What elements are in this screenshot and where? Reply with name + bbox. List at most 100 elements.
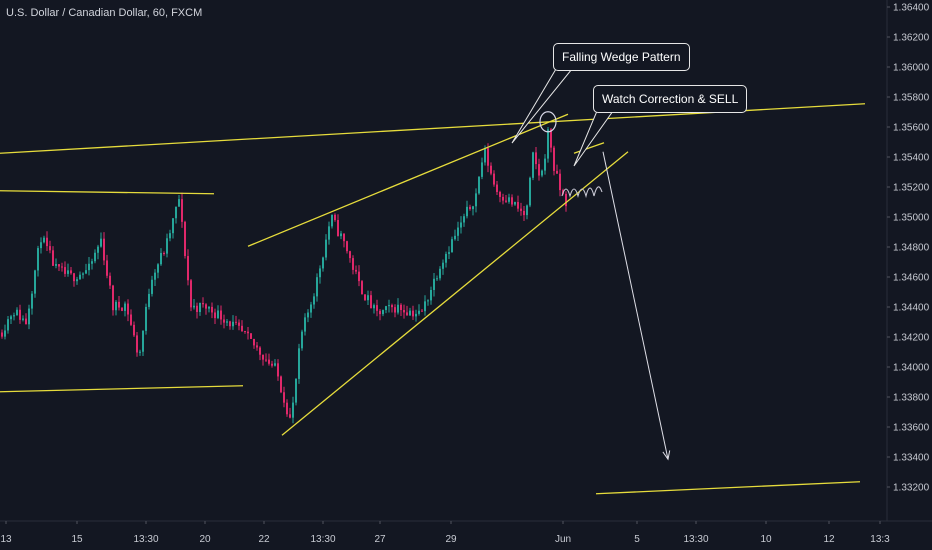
candle-body: [520, 208, 522, 211]
price-tick-label: 1.36200: [893, 33, 930, 44]
candle-body: [301, 331, 303, 349]
candle-body: [415, 313, 417, 317]
candle-body: [355, 269, 357, 272]
candle-body: [523, 210, 525, 216]
watch-correction-sell-callout[interactable]: Watch Correction & SELL: [593, 85, 748, 113]
price-tick-label: 1.36000: [893, 63, 930, 74]
candle-body: [250, 333, 252, 339]
time-tick-label: 20: [199, 534, 211, 545]
candle-body: [424, 301, 426, 312]
candle-body: [472, 206, 474, 210]
candle-body: [319, 268, 321, 278]
candle-body: [22, 318, 24, 320]
candle-body: [277, 363, 279, 377]
time-tick-label: 15: [71, 534, 83, 545]
price-tick-label: 1.33400: [893, 453, 930, 464]
candle-body: [271, 363, 273, 366]
candle-body: [34, 270, 36, 294]
candle-body: [211, 306, 213, 313]
candle-body: [295, 378, 297, 403]
candle-body: [43, 237, 45, 243]
candle-body: [160, 252, 162, 265]
candle-body: [166, 238, 168, 254]
candle-body: [157, 264, 159, 273]
candle-body: [406, 312, 408, 316]
price-tick-label: 1.34800: [893, 243, 930, 254]
candle-body: [214, 312, 216, 319]
candle-body: [436, 278, 438, 280]
candle-body: [304, 317, 306, 332]
price-tick-label: 1.34400: [893, 303, 930, 314]
price-tick-label: 1.35800: [893, 93, 930, 104]
candle-body: [274, 363, 276, 366]
time-axis[interactable]: 13 15 13:30 20 22 13:30 27 29 Jun 5 13:30 10 12 13:3: [0, 521, 890, 545]
candle-body: [172, 218, 174, 234]
candle-body: [514, 202, 516, 205]
candle-body: [511, 197, 513, 205]
candle-body: [340, 233, 342, 237]
candle-body: [298, 348, 300, 379]
candle-body: [505, 200, 507, 202]
candle-body: [316, 277, 318, 297]
candle-body: [124, 303, 126, 311]
price-axis[interactable]: 1.36400 1.36200 1.36000 1.35800 1.35600 1.354…: [887, 3, 930, 494]
candle-body: [349, 251, 351, 259]
projection-path: [561, 151, 671, 461]
candle-body: [16, 309, 18, 316]
candle-body: [379, 310, 381, 315]
price-tick-label: 1.33600: [893, 423, 930, 434]
candle-body: [100, 238, 102, 247]
candle-body: [466, 206, 468, 217]
candle-body: [58, 264, 60, 267]
candle-body: [190, 280, 192, 308]
time-tick-label: 13:30: [133, 534, 158, 545]
candle-body: [352, 258, 354, 270]
time-tick-label: 22: [258, 534, 270, 545]
candle-body: [418, 310, 420, 314]
price-tick-label: 1.35000: [893, 213, 930, 224]
trendline: [247, 113, 569, 247]
candle-body: [73, 273, 75, 282]
trendline: [573, 142, 605, 154]
candle-body: [136, 335, 138, 353]
candle-body: [112, 285, 114, 311]
candle-body: [532, 152, 534, 178]
candle-body: [67, 270, 69, 274]
candle-body: [184, 221, 186, 257]
candle-body: [262, 354, 264, 360]
candle-body: [481, 162, 483, 177]
time-tick-label: 12: [823, 534, 835, 545]
peak-highlight-circle: [539, 111, 557, 133]
candle-body: [529, 177, 531, 206]
time-tick-label: 13:30: [683, 534, 708, 545]
candle-body: [526, 205, 528, 216]
candle-body: [322, 257, 324, 269]
falling-wedge-callout[interactable]: Falling Wedge Pattern: [553, 43, 690, 71]
callout-1-pointer: [511, 68, 574, 144]
price-tick-label: 1.33200: [893, 483, 930, 494]
candle-body: [259, 347, 261, 355]
candle-body: [163, 252, 165, 254]
candle-body: [49, 246, 51, 251]
candle-body: [115, 301, 117, 311]
correction-zigzag: [561, 186, 603, 199]
candle-body: [370, 295, 372, 309]
candle-body: [508, 197, 510, 202]
time-tick-label: 10: [760, 534, 772, 545]
candle-body: [493, 173, 495, 185]
candle-body: [565, 193, 567, 207]
trendline: [0, 190, 215, 195]
candle-body: [127, 303, 129, 315]
candle-body: [241, 325, 243, 332]
candle-body: [454, 235, 456, 240]
candle-body: [169, 233, 171, 239]
candle-body: [334, 214, 336, 221]
candle-body: [52, 250, 54, 266]
candle-body: [313, 296, 315, 305]
candle-body: [280, 376, 282, 393]
candle-body: [412, 310, 414, 317]
candle-body: [544, 158, 546, 171]
candle-body: [364, 294, 366, 301]
candle-body: [82, 273, 84, 275]
